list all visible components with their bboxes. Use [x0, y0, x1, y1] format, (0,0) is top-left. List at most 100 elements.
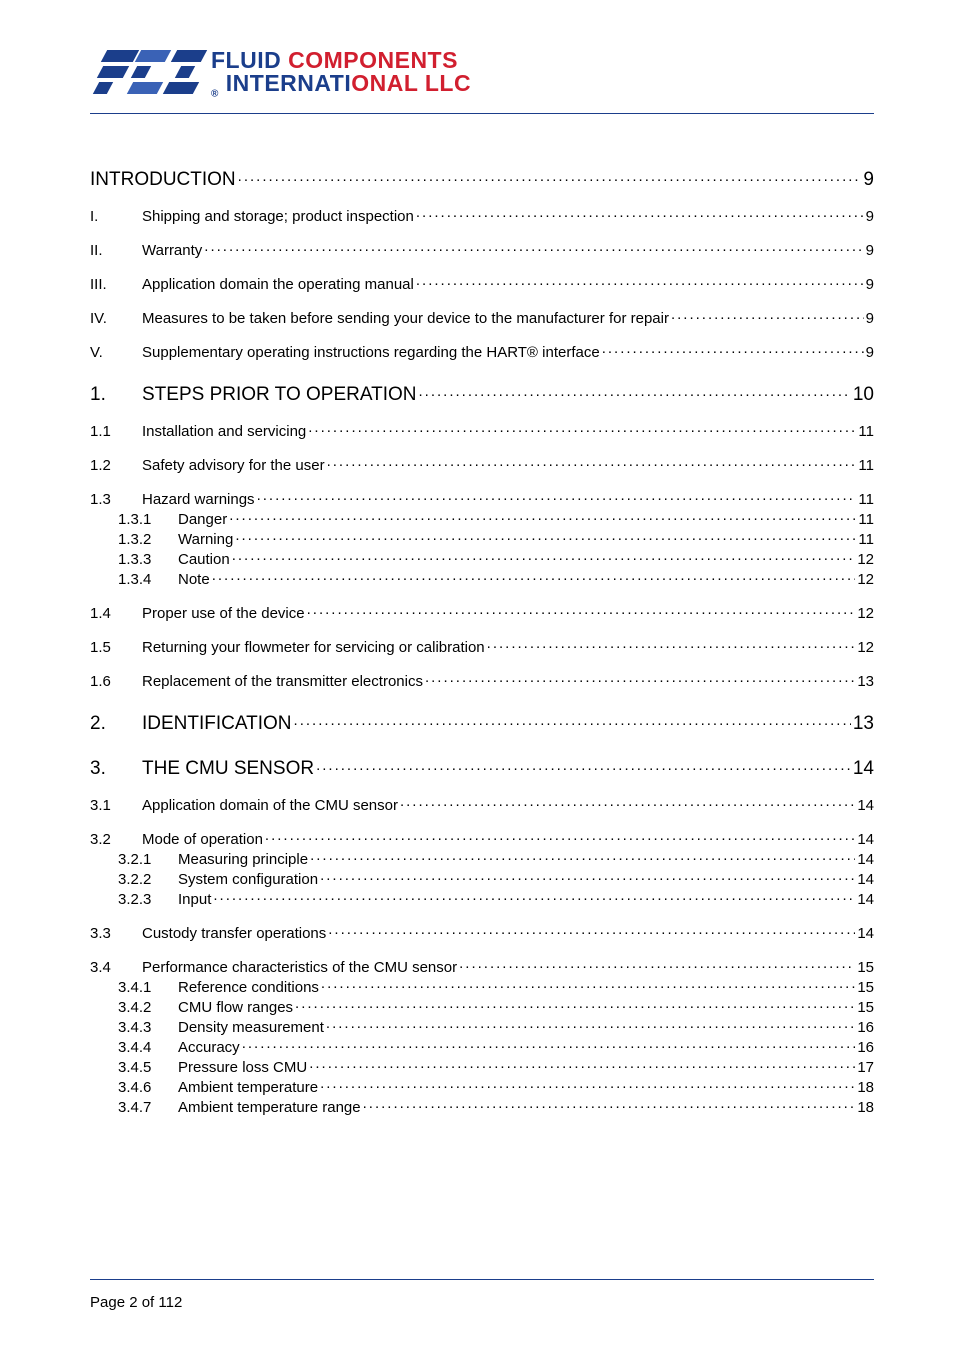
- toc-num: 3.2: [90, 831, 142, 848]
- toc-entry: 3.4.3Density measurement 16: [90, 1017, 874, 1036]
- toc-gap: [90, 657, 874, 671]
- toc-num: I.: [90, 208, 142, 225]
- toc-title: Mode of operation: [142, 831, 263, 848]
- toc-entry: 3.4.6Ambient temperature 18: [90, 1077, 874, 1096]
- toc-entry: II.Warranty 9: [90, 240, 874, 259]
- toc-title: Warning: [178, 531, 233, 548]
- toc-title: CMU flow ranges: [178, 999, 293, 1016]
- toc-gap: [90, 943, 874, 957]
- toc-num: 3.2.3: [118, 891, 178, 908]
- toc-page: 11: [858, 531, 874, 548]
- toc-leader: [229, 509, 856, 524]
- toc-entry: 1.3.1Danger 11: [90, 509, 874, 528]
- toc-leader: [459, 957, 855, 972]
- page-number: Page 2 of 112: [90, 1294, 874, 1311]
- toc-entry: 3.4.5Pressure loss CMU 17: [90, 1057, 874, 1076]
- company-logo: FLUID COMPONENTS ® INTERNATIONAL LLC: [90, 45, 874, 103]
- toc-page: 14: [857, 891, 874, 908]
- toc-page: 12: [857, 551, 874, 568]
- toc-gap: [90, 781, 874, 795]
- toc-title: Hazard warnings: [142, 491, 255, 508]
- toc-entry: 1.3.3Caution 12: [90, 549, 874, 568]
- toc-entry: 3.2.2System configuration 14: [90, 869, 874, 888]
- toc-title: Accuracy: [178, 1039, 240, 1056]
- toc-entry: IV.Measures to be taken before sending y…: [90, 308, 874, 327]
- toc-leader: [327, 455, 857, 470]
- toc-num: 3.4.2: [118, 999, 178, 1016]
- toc-page: 12: [857, 605, 874, 622]
- toc-gap: [90, 589, 874, 603]
- toc-entry: V.Supplementary operating instructions r…: [90, 342, 874, 361]
- toc-page: 9: [866, 276, 874, 293]
- toc-title: System configuration: [178, 871, 318, 888]
- toc-leader: [363, 1097, 856, 1112]
- toc-gap: [90, 192, 874, 206]
- logo-text-line2: ® INTERNATIONAL LLC: [211, 72, 471, 100]
- toc-leader: [308, 421, 856, 436]
- toc-entry: 3.4.4Accuracy 16: [90, 1037, 874, 1056]
- toc-leader: [326, 1017, 855, 1032]
- toc-entry: 1.5Returning your flowmeter for servicin…: [90, 637, 874, 656]
- toc-leader: [316, 759, 851, 774]
- toc-leader: [321, 977, 855, 992]
- toc-title: IDENTIFICATION: [142, 713, 292, 735]
- toc-entry: 1.2Safety advisory for the user 11: [90, 455, 874, 474]
- toc-page: 11: [858, 423, 874, 440]
- toc-entry: 3.2Mode of operation 14: [90, 829, 874, 848]
- toc-gap: [90, 623, 874, 637]
- toc-page: 15: [857, 999, 874, 1016]
- toc-gap: [90, 909, 874, 923]
- toc-page: 14: [857, 851, 874, 868]
- toc-page: 12: [857, 571, 874, 588]
- toc-gap: [90, 362, 874, 384]
- toc-entry: 3.4.2CMU flow ranges 15: [90, 997, 874, 1016]
- toc-page: 9: [866, 344, 874, 361]
- toc-page: 14: [857, 925, 874, 942]
- header-rule: [90, 113, 874, 114]
- toc-num: 3.4.4: [118, 1039, 178, 1056]
- toc-page: 11: [858, 457, 874, 474]
- toc-page: 17: [857, 1059, 874, 1076]
- toc-title: Reference conditions: [178, 979, 319, 996]
- toc-num: 1.3.3: [118, 551, 178, 568]
- toc-entry: 3.3Custody transfer operations 14: [90, 923, 874, 942]
- toc-leader: [487, 637, 856, 652]
- toc-title: Proper use of the device: [142, 605, 305, 622]
- toc-leader: [400, 795, 855, 810]
- toc-num: 1.5: [90, 639, 142, 656]
- toc-page: 14: [857, 831, 874, 848]
- toc-leader: [416, 274, 864, 289]
- toc-leader: [242, 1037, 856, 1052]
- toc-title: Shipping and storage; product inspection: [142, 208, 414, 225]
- toc-page: 14: [857, 797, 874, 814]
- toc-num: 1.3.4: [118, 571, 178, 588]
- toc-title: Ambient temperature range: [178, 1099, 361, 1116]
- toc-title: THE CMU SENSOR: [142, 758, 314, 780]
- toc-title: Custody transfer operations: [142, 925, 326, 942]
- toc-num: 3.4.7: [118, 1099, 178, 1116]
- toc-leader: [235, 529, 856, 544]
- toc-leader: [416, 206, 864, 221]
- toc-gap: [90, 815, 874, 829]
- toc-leader: [320, 1077, 855, 1092]
- toc-entry: 1.3Hazard warnings 11: [90, 489, 874, 508]
- toc-title: Density measurement: [178, 1019, 324, 1036]
- toc-title: Application domain the operating manual: [142, 276, 414, 293]
- toc-title: Safety advisory for the user: [142, 457, 325, 474]
- toc-entry: 3.4Performance characteristics of the CM…: [90, 957, 874, 976]
- toc-entry: 1.1Installation and servicing 11: [90, 421, 874, 440]
- toc-title: INTRODUCTION: [90, 169, 236, 191]
- toc-num: 3.1: [90, 797, 142, 814]
- toc-num: 3.2.1: [118, 851, 178, 868]
- toc-num: III.: [90, 276, 142, 293]
- toc-leader: [320, 869, 855, 884]
- toc-entry: 1.3.4Note 12: [90, 569, 874, 588]
- toc-gap: [90, 226, 874, 240]
- toc-num: 1.2: [90, 457, 142, 474]
- toc-gap: [90, 260, 874, 274]
- toc-num: 3.2.2: [118, 871, 178, 888]
- toc-leader: [419, 385, 851, 400]
- toc-num: 3.4.6: [118, 1079, 178, 1096]
- toc-leader: [295, 997, 855, 1012]
- toc-entry: 3.4.7Ambient temperature range 18: [90, 1097, 874, 1116]
